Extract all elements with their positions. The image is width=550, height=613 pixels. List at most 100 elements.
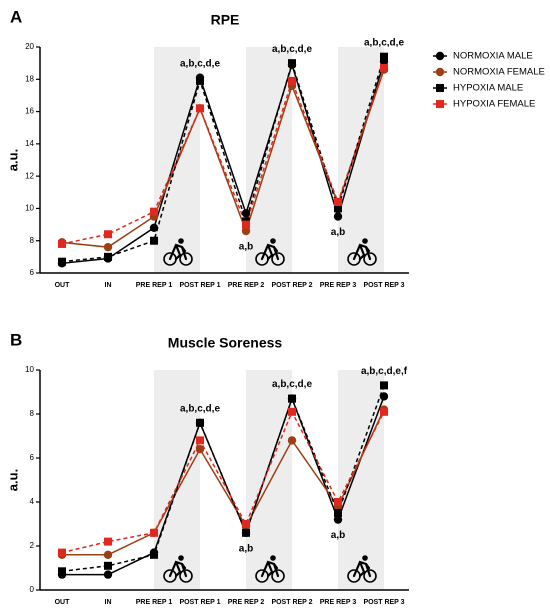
legend-label: NORMOXIA FEMALE [453,67,545,78]
marker [196,104,204,113]
series-line [61,67,385,245]
series-line [61,69,385,248]
marker [196,436,204,445]
marker [196,76,204,85]
marker [242,220,250,229]
y-axis-label: a.u. [5,469,20,491]
wheel [363,252,377,266]
annotation: a,b,c,d,e [272,44,312,55]
legend-marker [436,100,444,108]
rider-body [352,560,372,578]
x-tick-label: PRE REP 1 [136,282,173,289]
marker [150,236,158,245]
marker [150,207,158,216]
marker [58,548,66,557]
cycling-icon [255,555,285,583]
annotation: a,b,c,d,e [364,37,404,48]
y-tick-label: 6 [30,268,35,277]
marker [334,204,342,213]
legend-label: HYPOXIA MALE [453,83,523,94]
series-line [61,385,385,573]
x-tick-label: POST REP 2 [271,599,312,606]
annotation: a,b [331,227,345,238]
series-line [61,410,385,554]
x-tick-label: POST REP 1 [179,599,220,606]
y-tick-label: 10 [25,204,34,213]
x-tick-label: POST REP 2 [271,282,312,289]
rider-body [168,243,188,261]
series-line [61,56,385,263]
marker [288,76,296,85]
marker [104,230,112,239]
marker [104,252,112,261]
annotation: a,b,c,d,e [180,58,220,69]
wheel [179,252,193,266]
y-tick-label: 18 [25,74,34,83]
legend-marker [436,84,444,92]
y-tick-label: 6 [30,453,35,462]
marker [149,223,159,232]
y-tick-label: 20 [25,42,34,51]
y-tick-label: 2 [30,541,35,550]
x-tick-label: IN [105,599,112,606]
marker [288,59,296,68]
chart-title: Muscle Soreness [168,335,283,351]
marker [333,212,343,221]
marker [58,567,66,576]
panel-label: A [10,7,22,26]
marker [380,52,388,61]
x-tick-label: POST REP 3 [363,282,404,289]
marker [103,242,113,252]
legend-label: HYPOXIA FEMALE [453,99,535,110]
x-tick-label: PRE REP 1 [136,599,173,606]
rider-head [270,555,276,561]
marker [58,257,66,266]
marker [288,394,296,403]
y-tick-label: 16 [25,107,34,116]
marker [334,197,342,206]
annotation: a,b,c,d,e [180,403,220,414]
marker [104,561,112,570]
marker [380,407,388,416]
marker [195,445,205,454]
x-tick-label: OUT [55,599,71,606]
x-tick-label: POST REP 3 [363,599,404,606]
rider-head [362,238,368,244]
y-axis-label: a.u. [5,149,20,171]
marker [242,520,250,528]
marker [334,498,342,506]
x-tick-label: PRE REP 2 [228,599,265,606]
marker [334,509,342,517]
y-tick-label: 0 [30,585,35,594]
marker [287,436,297,445]
cycling-icon [347,555,377,583]
series-line [61,61,385,265]
cycling-icon [347,238,377,266]
y-tick-label: 14 [25,139,34,148]
x-tick-label: POST REP 1 [179,282,220,289]
rider-head [270,238,276,244]
rider-head [178,238,184,244]
legend-marker [435,51,445,61]
marker [241,226,251,236]
x-tick-label: IN [105,282,112,289]
shaded-band [246,370,292,590]
rider-body [260,243,280,261]
marker [104,537,112,546]
cycling-icon [255,238,285,266]
marker [103,570,113,579]
wheel [271,569,285,583]
marker [58,239,66,248]
shaded-band [338,47,384,273]
y-tick-label: 12 [25,171,34,180]
marker [333,515,343,524]
wheel [363,569,377,583]
marker [103,550,113,559]
marker [150,528,158,537]
panel-label: B [10,330,22,349]
annotation: a,b [239,242,253,253]
rider-head [178,555,184,561]
legend-label: NORMOXIA MALE [453,51,533,62]
